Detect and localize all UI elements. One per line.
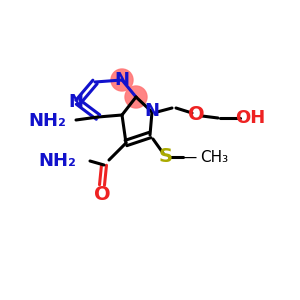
Text: S: S — [159, 148, 173, 166]
Text: OH: OH — [235, 109, 265, 127]
Text: N: N — [68, 93, 83, 111]
Text: N: N — [115, 71, 130, 89]
Circle shape — [125, 86, 147, 108]
Text: CH₃: CH₃ — [200, 149, 228, 164]
Text: —: — — [182, 149, 196, 164]
Text: NH₂: NH₂ — [38, 152, 76, 170]
Text: O: O — [188, 104, 204, 124]
Text: N: N — [145, 102, 160, 120]
Text: NH₂: NH₂ — [28, 112, 66, 130]
Circle shape — [111, 69, 133, 91]
Text: O: O — [94, 185, 110, 205]
